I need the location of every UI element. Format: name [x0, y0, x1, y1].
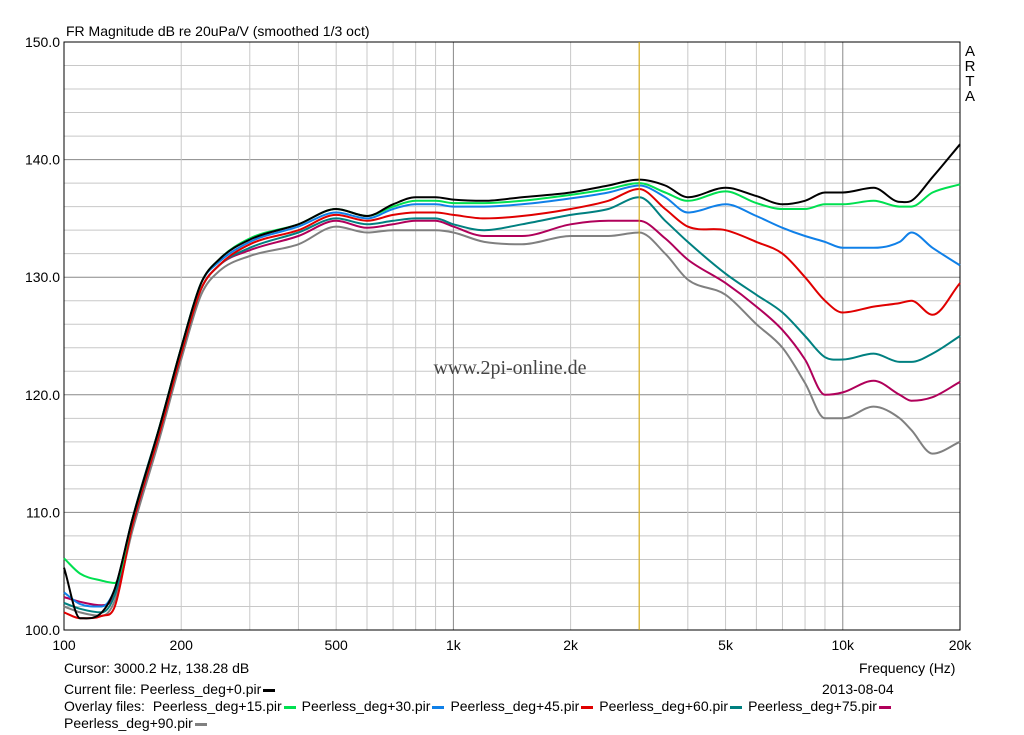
overlay-file-entry: Peerless_deg+75.pir	[748, 698, 877, 714]
current-file-swatch	[263, 688, 276, 692]
series-line-peerless-deg-45-pir	[63, 188, 961, 620]
overlay-file-entry: Peerless_deg+45.pir	[450, 698, 580, 714]
overlay-file-entry: Peerless_deg+60.pir	[599, 698, 729, 714]
arta-letter: A	[965, 88, 975, 105]
overlay-file-swatch	[878, 705, 891, 709]
overlay-files: Overlay files: Peerless_deg+15.pir Peerle…	[64, 698, 893, 714]
arta-letter: T	[965, 73, 974, 90]
overlay-prefix: Overlay files:	[64, 698, 145, 714]
x-tick-label: 10k	[831, 637, 855, 653]
series-line-peerless-deg-30-pir	[63, 184, 961, 608]
y-tick-label: 130.0	[25, 269, 60, 285]
x-tick-label: 1k	[446, 637, 462, 653]
x-tick-label: 100	[52, 637, 76, 653]
curves	[63, 143, 961, 620]
overlay-file-entry: Peerless_deg+15.pir	[152, 698, 282, 714]
overlay-file-swatch	[283, 705, 296, 709]
y-tick-label: 120.0	[25, 387, 60, 403]
y-tick-label: 110.0	[26, 504, 60, 520]
cursor-readout: Cursor: 3000.2 Hz, 138.28 dB	[64, 660, 250, 676]
watermark: www.2pi-online.de	[433, 357, 586, 379]
y-tick-label: 150.0	[25, 34, 60, 50]
series-line-peerless-deg-75-pir	[63, 219, 961, 607]
overlay-file-entry: Peerless_deg+90.pir	[64, 715, 193, 731]
x-tick-label: 200	[170, 637, 194, 653]
overlay-files-continued: Peerless_deg+90.pir	[64, 715, 209, 731]
overlay-file-swatch	[581, 705, 594, 709]
chart-title: FR Magnitude dB re 20uPa/V (smoothed 1/3…	[66, 23, 370, 39]
grid	[63, 41, 961, 631]
overlay-file-swatch	[194, 722, 207, 726]
overlay-file-entry: Peerless_deg+30.pir	[301, 698, 431, 714]
x-axis-label: Frequency (Hz)	[859, 660, 956, 676]
series-line-peerless-deg-60-pir	[63, 196, 961, 614]
y-tick-label: 100.0	[25, 622, 60, 638]
overlay-file-swatch	[432, 705, 445, 709]
series-line-peerless-deg-0-pir	[63, 143, 961, 620]
plot-frame	[63, 41, 961, 631]
current-file: Current file: Peerless_deg+0.pir	[64, 681, 277, 697]
arta-letter: A	[965, 43, 975, 60]
axis-ticks: 100.0 110.0 120.0 130.0 140.0 150.0 100 200 500 1…	[25, 34, 972, 653]
x-tick-label: 20k	[949, 637, 973, 653]
x-tick-label: 2k	[563, 637, 579, 653]
current-file-text: Current file: Peerless_deg+0.pir	[64, 681, 262, 697]
overlay-file-swatch	[730, 705, 743, 709]
series-line-peerless-deg-90-pir	[63, 225, 961, 617]
y-tick-label: 140.0	[25, 152, 60, 168]
x-tick-label: 5k	[718, 637, 734, 653]
arta-letter: R	[965, 58, 976, 75]
file-date: 2013-08-04	[822, 681, 894, 697]
x-tick-label: 500	[324, 637, 348, 653]
